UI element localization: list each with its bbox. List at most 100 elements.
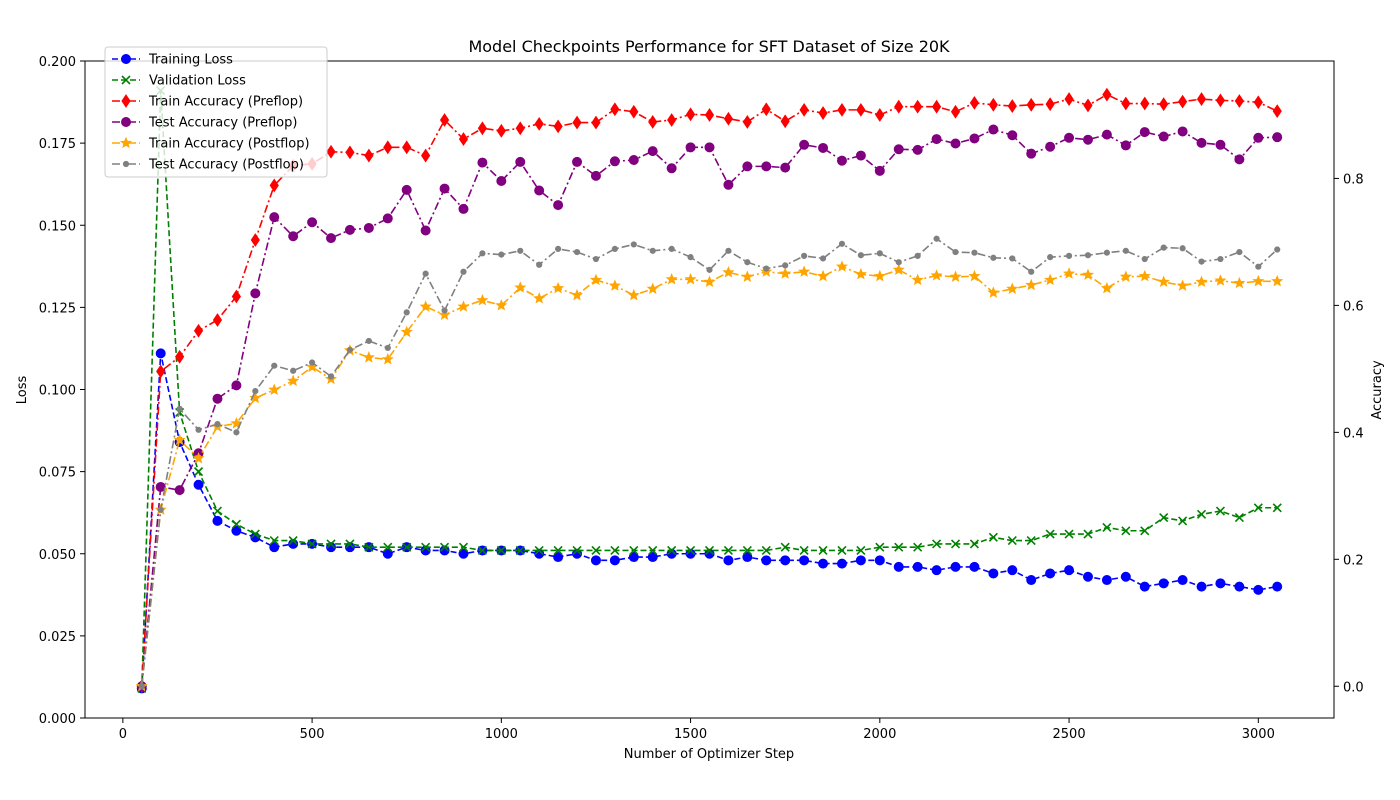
data-point — [1120, 140, 1131, 151]
data-point — [1253, 132, 1264, 143]
data-point — [1159, 97, 1169, 112]
data-point — [893, 144, 904, 155]
series-test-accuracy-preflop — [136, 124, 1283, 692]
data-point — [780, 114, 790, 129]
data-point — [496, 123, 506, 138]
data-point — [742, 545, 752, 556]
data-point — [1047, 254, 1054, 261]
data-point — [950, 104, 961, 119]
data-point — [857, 252, 864, 259]
data-point — [722, 266, 735, 278]
data-point — [895, 259, 902, 266]
data-point — [666, 548, 677, 559]
data-point — [837, 102, 847, 117]
data-point — [1139, 581, 1150, 592]
data-point — [1084, 252, 1092, 259]
data-point — [609, 555, 620, 566]
data-point — [533, 292, 546, 304]
data-point — [458, 132, 469, 146]
data-point — [476, 293, 489, 306]
data-point — [269, 178, 279, 193]
data-point — [514, 281, 527, 293]
data-point — [932, 539, 942, 549]
legend-label: Test Accuracy (Preflop) — [148, 116, 297, 131]
data-point — [630, 241, 637, 248]
data-point — [1158, 578, 1169, 589]
legend-marker — [121, 54, 131, 64]
data-point — [212, 393, 223, 404]
data-point — [1233, 276, 1246, 289]
data-point — [723, 545, 733, 556]
data-point — [950, 138, 961, 149]
y-axis-right: 0.0 0.2 0.4 0.6 0.8 — [1334, 172, 1364, 695]
data-point — [801, 252, 808, 259]
data-point — [894, 99, 904, 114]
data-point — [1007, 130, 1018, 141]
data-point — [552, 281, 565, 294]
data-point — [627, 288, 640, 301]
data-point — [780, 162, 791, 173]
data-point — [667, 113, 677, 127]
data-point — [1064, 92, 1074, 106]
data-point — [572, 545, 582, 556]
data-point — [875, 108, 885, 122]
data-point — [382, 213, 393, 224]
data-point — [647, 552, 658, 563]
x-axis: 0 500 1000 1500 2000 2500 3000 — [119, 718, 1275, 742]
data-point — [855, 150, 866, 161]
data-point — [155, 348, 166, 359]
data-point — [1139, 127, 1150, 138]
data-point — [704, 108, 715, 122]
series-training-loss — [136, 348, 1283, 694]
x-tick-label: 500 — [300, 727, 325, 742]
legend-box — [104, 46, 328, 178]
data-point — [383, 542, 393, 552]
data-point — [647, 146, 658, 157]
data-point — [362, 351, 375, 363]
data-point — [1028, 268, 1035, 275]
data-point — [439, 545, 450, 556]
data-point — [780, 542, 790, 552]
data-point — [1252, 274, 1265, 287]
data-point — [818, 142, 829, 153]
data-point — [1214, 274, 1227, 286]
data-point — [591, 115, 601, 130]
data-point — [874, 555, 885, 566]
data-point — [402, 140, 412, 155]
data-point — [649, 247, 656, 254]
data-point — [420, 545, 431, 556]
data-point — [1159, 513, 1169, 523]
data-point — [1160, 244, 1167, 251]
data-point — [193, 467, 204, 477]
data-point — [1157, 275, 1170, 288]
legend-marker — [122, 160, 130, 168]
data-point — [1215, 506, 1226, 516]
data-point — [949, 270, 962, 282]
legend-marker — [121, 75, 131, 85]
data-point — [782, 262, 789, 269]
data-point — [383, 140, 393, 155]
chart-title: Model Checkpoints Performance for SFT Da… — [468, 37, 950, 56]
data-point — [345, 539, 355, 549]
data-point — [1196, 92, 1207, 106]
data-point — [590, 555, 601, 566]
data-point — [950, 561, 961, 572]
data-point — [573, 248, 581, 256]
data-point — [1045, 568, 1056, 579]
data-point — [780, 555, 791, 566]
data-point — [175, 349, 185, 364]
data-point — [290, 367, 297, 374]
data-point — [420, 225, 431, 236]
data-point — [836, 558, 847, 569]
series-line — [140, 265, 1278, 687]
data-point — [950, 539, 961, 549]
data-point — [819, 255, 827, 262]
data-point — [818, 545, 828, 556]
data-point — [1178, 516, 1188, 526]
data-point — [214, 420, 221, 428]
data-point — [326, 542, 337, 553]
data-point — [761, 555, 772, 566]
data-point — [1026, 536, 1036, 546]
data-point — [742, 161, 753, 172]
data-point — [589, 273, 602, 286]
